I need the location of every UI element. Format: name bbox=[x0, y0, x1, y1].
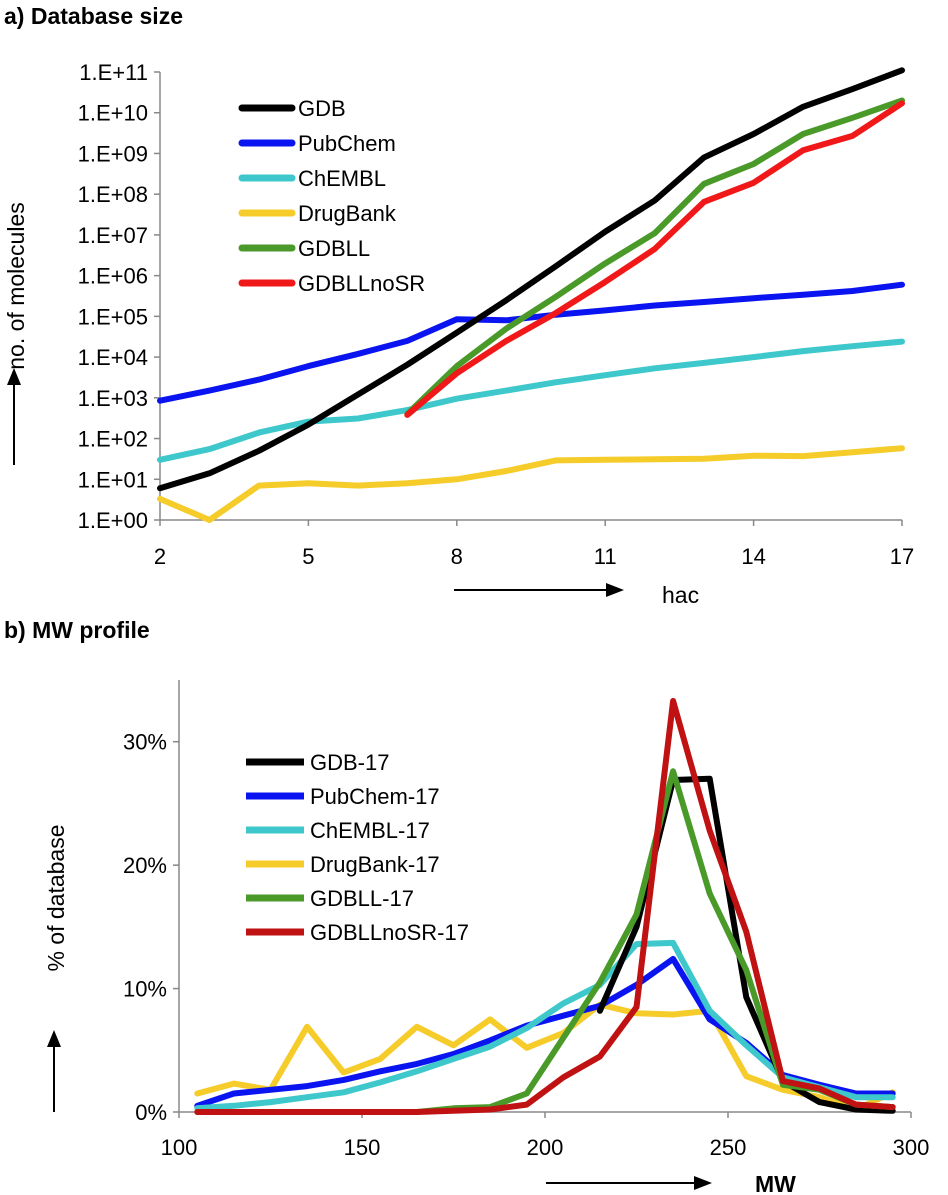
panel-a-axes bbox=[159, 72, 902, 521]
panel-b-title: b) MW profile bbox=[4, 617, 150, 643]
panel-b-y-tick-label: 20% bbox=[123, 853, 167, 878]
panel-a-series bbox=[157, 67, 905, 523]
panel-a-legend-label: ChEMBL bbox=[298, 166, 386, 191]
panel-a-x-tick-label: 17 bbox=[890, 544, 914, 569]
panel-a-x-tick-label: 14 bbox=[741, 544, 765, 569]
panel-b-legend-label: ChEMBL-17 bbox=[310, 818, 430, 843]
panel-a-series-drugbank-line bbox=[157, 445, 905, 523]
panel-b-x-arrow bbox=[546, 1176, 712, 1190]
panel-a-legend-label: GDBLLnoSR bbox=[298, 271, 425, 296]
panel-b-x-axis-label: MW bbox=[755, 1171, 796, 1195]
panel-b-x-ticks: 100 150 200 250 300 bbox=[161, 1112, 930, 1160]
panel-b-legend: GDB-17 PubChem-17 ChEMBL-17 DrugBank-17 GDBL… bbox=[246, 750, 469, 945]
panel-a-legend-label: PubChem bbox=[298, 131, 396, 156]
panel-a-y-tick-label: 1.E+06 bbox=[78, 264, 148, 289]
panel-a-y-tick-label: 1.E+00 bbox=[78, 508, 148, 533]
panel-b-x-tick-label: 300 bbox=[893, 1135, 930, 1160]
panel-a-legend: GDB PubChem ChEMBL DrugBank GDBLL GDBLLnoSR bbox=[238, 96, 425, 296]
panel-a-x-tick-label: 5 bbox=[302, 544, 314, 569]
panel-b-y-tick-label: 10% bbox=[123, 977, 167, 1002]
panel-b-series-drugbank-17-line bbox=[194, 1001, 896, 1113]
panel-a-y-ticks: 1.E+00 1.E+01 1.E+02 1.E+03 1.E+04 1.E+05 1.E+… bbox=[78, 60, 160, 533]
panel-a-y-axis-label: no. of molecules bbox=[3, 202, 29, 369]
panel-b-x-tick-label: 250 bbox=[710, 1135, 747, 1160]
panel-a-y-tick-label: 1.E+04 bbox=[78, 345, 148, 370]
panel-a-series-gdbllnosr-line bbox=[404, 100, 905, 418]
panel-a-series-gdbll-line bbox=[404, 97, 905, 417]
panel-a-y-tick-label: 1.E+07 bbox=[78, 223, 148, 248]
panel-a-x-tick-label: 8 bbox=[451, 544, 463, 569]
panel-b-x-tick-label: 200 bbox=[527, 1135, 564, 1160]
panel-b-y-axis-label: % of database bbox=[43, 824, 69, 971]
panel-a-x-tick-label: 2 bbox=[154, 544, 166, 569]
panel-a-series-chembl-line bbox=[157, 338, 905, 463]
panel-a-x-axis-label: hac bbox=[662, 582, 699, 608]
panel-b-y-tick-label: 0% bbox=[135, 1100, 167, 1125]
panel-a-database-size: a) Database size 1.E+001.E+011.E+021.E+0… bbox=[3, 3, 914, 608]
panel-a-y-tick-label: 1.E+03 bbox=[78, 386, 148, 411]
panel-b-legend-label: GDBLLnoSR-17 bbox=[310, 920, 469, 945]
panel-a-x-ticks: 2 5 8 11 14 17 bbox=[154, 520, 914, 569]
panel-b-legend-label: GDBLL-17 bbox=[310, 886, 414, 911]
panel-a-series-pubchem-line bbox=[157, 281, 905, 404]
panel-b-x-tick-label: 150 bbox=[344, 1135, 381, 1160]
panel-a-y-arrow bbox=[7, 368, 21, 465]
panel-b-legend-label: DrugBank-17 bbox=[310, 852, 440, 877]
panel-b-y-ticks: 0% 10% 20% 30% bbox=[123, 730, 179, 1125]
panel-b-y-arrow bbox=[47, 1030, 61, 1112]
panel-a-y-tick-label: 1.E+02 bbox=[78, 427, 148, 452]
panel-a-series-gdb-line bbox=[157, 67, 905, 492]
panel-a-y-tick-label: 1.E+10 bbox=[78, 101, 148, 126]
panel-a-x-arrow bbox=[454, 583, 624, 597]
panel-b-x-tick-label: 100 bbox=[161, 1135, 198, 1160]
panel-a-x-tick-label: 11 bbox=[594, 544, 617, 569]
panel-b-series bbox=[194, 698, 896, 1115]
panel-b-series-gdbll-17-line bbox=[194, 768, 896, 1115]
panel-a-y-tick-label: 1.E+05 bbox=[78, 304, 148, 329]
panel-a-title: a) Database size bbox=[4, 3, 183, 29]
panel-a-y-tick-label: 1.E+01 bbox=[78, 467, 148, 492]
panel-b-mw-profile: b) MW profile 0% 10% 20% 30% 100 150 200 250 30… bbox=[4, 617, 929, 1195]
panel-b-legend-label: GDB-17 bbox=[310, 750, 389, 775]
panel-b-series-gdbllnosr-17-line bbox=[194, 698, 896, 1115]
panel-a-y-tick-label: 1.E+08 bbox=[78, 182, 148, 207]
panel-b-legend-label: PubChem-17 bbox=[310, 784, 440, 809]
panel-a-legend-label: GDBLL bbox=[298, 236, 370, 261]
panel-a-y-tick-label: 1.E+11 bbox=[79, 60, 148, 85]
panel-a-legend-label: DrugBank bbox=[298, 201, 397, 226]
panel-a-y-tick-label: 1.E+09 bbox=[78, 141, 148, 166]
panel-b-y-tick-label: 30% bbox=[123, 730, 167, 755]
panel-a-legend-label: GDB bbox=[298, 96, 346, 121]
